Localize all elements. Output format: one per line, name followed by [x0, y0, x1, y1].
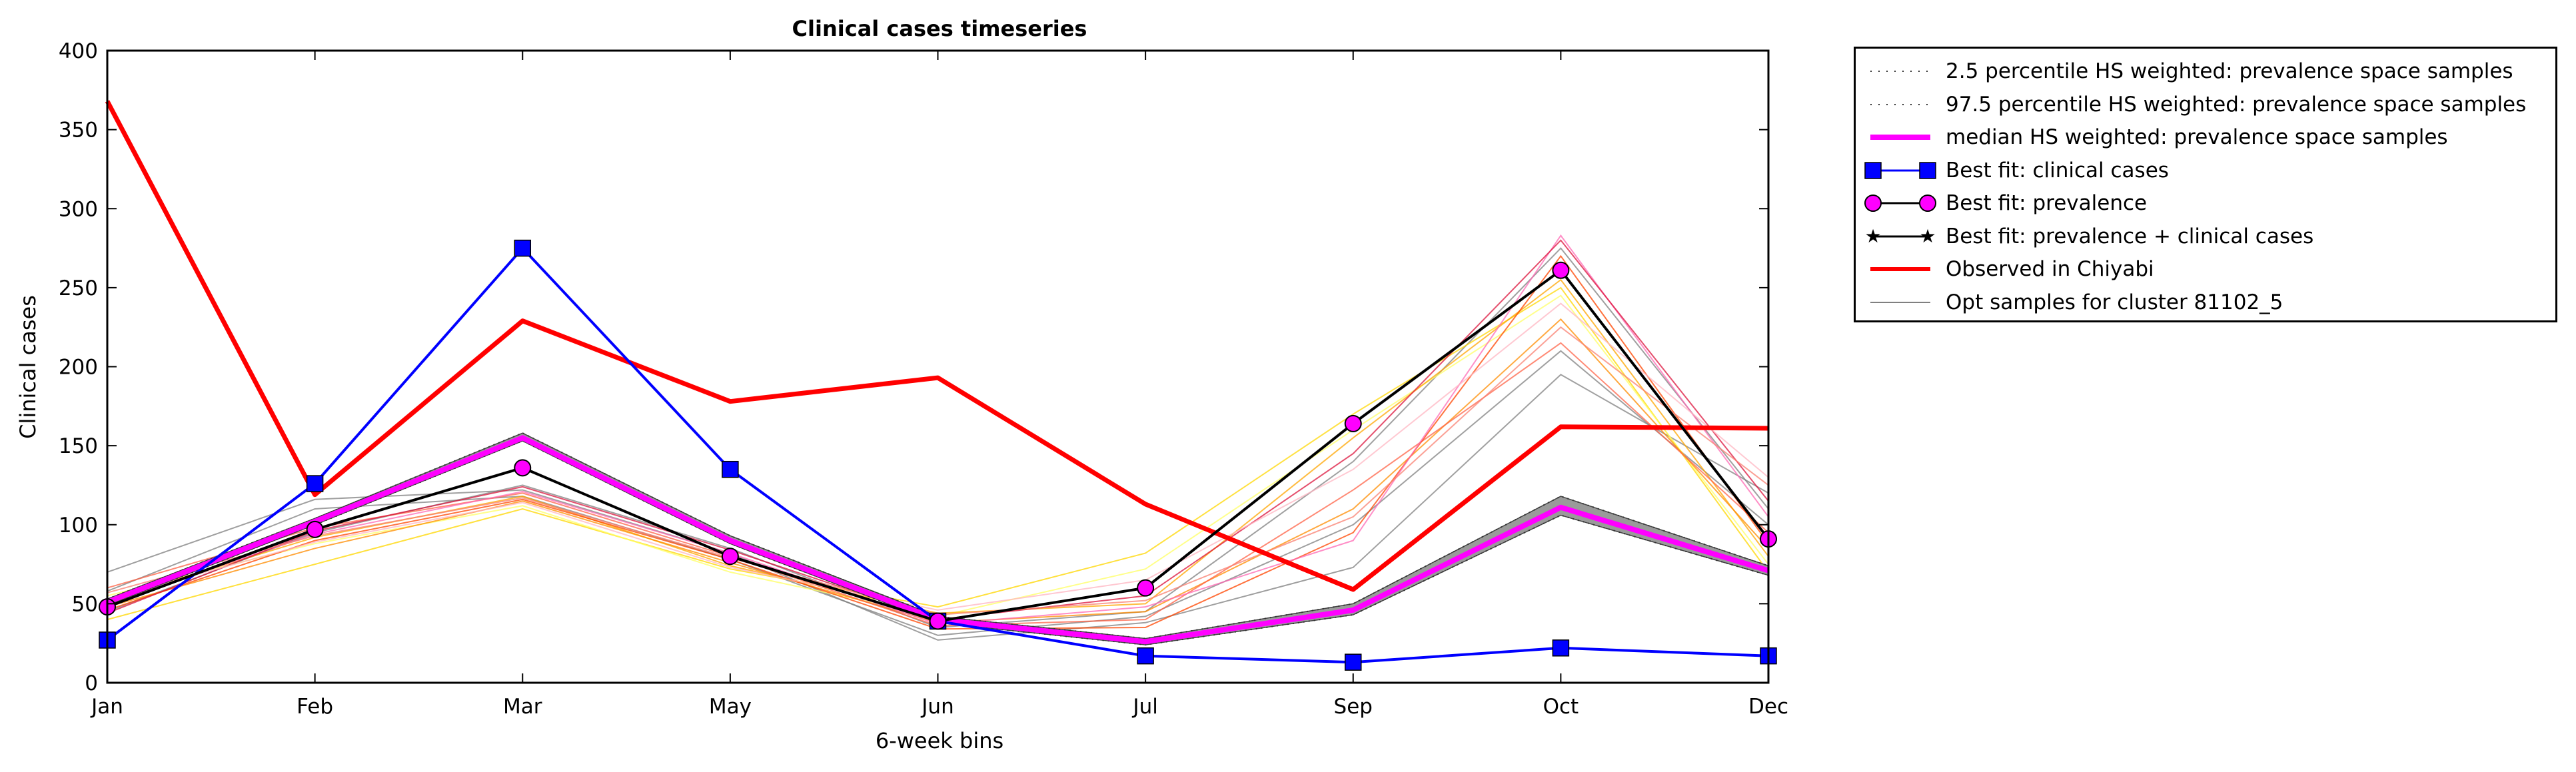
legend-swatch: [1870, 71, 1930, 72]
sample-line-6: [107, 278, 1769, 614]
series-5-point-Feb: [306, 520, 324, 538]
series-3-line: [106, 435, 1770, 645]
series-5-point-Oct: [1552, 261, 1570, 279]
y-tick-label-100: 100: [59, 514, 98, 538]
legend-label: Best fit: prevalence: [1946, 191, 2148, 215]
series-5-point-Mar: [514, 459, 532, 477]
legend-swatch: ★ ★: [1864, 225, 1936, 247]
series-5-point-Jun: [929, 612, 947, 630]
series-4-point-Sep: [1345, 653, 1362, 671]
x-tick-label-Mar: Mar: [503, 695, 542, 719]
y-tick-label-150: 150: [59, 434, 98, 458]
legend-entry: Best fit: prevalence: [1856, 187, 2555, 220]
y-tick-label-400: 400: [59, 39, 98, 63]
series-3: [106, 435, 1770, 645]
series-lines: ★★★★★★★★★: [99, 100, 1777, 671]
y-tick-label-300: 300: [59, 197, 98, 221]
series-5-point-May: [721, 548, 739, 566]
y-tick-label-50: 50: [72, 592, 98, 616]
sample-line-5: [107, 294, 1769, 617]
series-6: ★★★★★★★★★: [99, 261, 1776, 632]
x-tick-label-Dec: Dec: [1748, 695, 1788, 719]
y-tick-label-200: 200: [59, 356, 98, 380]
legend: 2.5 percentile HS weighted: prevalence s…: [1854, 47, 2557, 322]
sample-line-2: [107, 350, 1769, 636]
sample-line-4: [107, 286, 1769, 621]
x-tick-label-Jul: Jul: [1131, 695, 1157, 719]
legend-entry: 97.5 percentile HS weighted: prevalence …: [1856, 89, 2555, 121]
series-5-point-Jul: [1137, 579, 1155, 597]
y-axis-label: Clinical cases: [15, 295, 41, 439]
legend-swatch: [1864, 161, 1936, 179]
legend-label: 2.5 percentile HS weighted: prevalence s…: [1946, 59, 2513, 83]
series-4-point-Jul: [1137, 647, 1154, 665]
sample-line-10: [107, 234, 1769, 625]
series-5-point-Sep: [1344, 414, 1362, 432]
sample-line-9: [107, 254, 1769, 630]
legend-label: Observed in Chiyabi: [1946, 257, 2154, 281]
series-7: [105, 100, 1769, 592]
legend-swatch: [1870, 135, 1930, 140]
series-4-point-May: [722, 460, 739, 478]
legend-label: 97.5 percentile HS weighted: prevalence …: [1946, 92, 2527, 117]
y-tick-label-250: 250: [59, 276, 98, 300]
x-tick-label-Jun: Jun: [920, 695, 954, 719]
x-tick-label-May: May: [709, 695, 752, 719]
y-tick-label-350: 350: [59, 119, 98, 143]
series-5: [99, 261, 1777, 630]
series-4-point-Feb: [306, 475, 324, 492]
legend-entry: 2.5 percentile HS weighted: prevalence s…: [1856, 55, 2555, 88]
series-4-point-Oct: [1552, 639, 1570, 657]
legend-entry: Observed in Chiyabi: [1856, 253, 2555, 286]
svg-text:★: ★: [1919, 225, 1936, 247]
x-tick-label-Sep: Sep: [1334, 695, 1373, 719]
legend-swatch: [1870, 301, 1930, 303]
legend-entry: Best fit: clinical cases: [1856, 155, 2555, 187]
legend-label: median HS weighted: prevalence space sam…: [1946, 125, 2448, 149]
legend-swatch: [1870, 267, 1930, 271]
svg-text:★: ★: [1864, 225, 1881, 247]
legend-entry: median HS weighted: prevalence space sam…: [1856, 121, 2555, 154]
sample-line-12: [107, 302, 1769, 611]
legend-label: Best fit: prevalence + clinical cases: [1946, 224, 2314, 248]
series-7-line: [105, 100, 1769, 592]
sample-line-13: [107, 326, 1769, 616]
legend-entry: Opt samples for cluster 81102_5: [1856, 286, 2555, 319]
chart-title: Clinical cases timeseries: [792, 16, 1087, 41]
legend-swatch: [1870, 103, 1930, 105]
legend-entry: ★ ★ Best fit: prevalence + clinical cases: [1856, 220, 2555, 253]
y-tick-label-0: 0: [85, 671, 98, 695]
series-4-point-Mar: [514, 239, 531, 257]
x-tick-label-Oct: Oct: [1543, 695, 1579, 719]
legend-swatch: [1864, 194, 1936, 212]
axes: 0 50 100 150 200 250 300 350 400 Jan Feb Mar May Jun J…: [59, 39, 1788, 719]
legend-label: Best fit: clinical cases: [1946, 158, 2169, 183]
x-tick-label-Feb: Feb: [297, 695, 333, 719]
x-tick-label-Jan: Jan: [90, 695, 123, 719]
plot-frame: [106, 49, 1770, 684]
x-axis-label: 6-week bins: [876, 728, 1003, 753]
legend-label: Opt samples for cluster 81102_5: [1946, 290, 2283, 314]
